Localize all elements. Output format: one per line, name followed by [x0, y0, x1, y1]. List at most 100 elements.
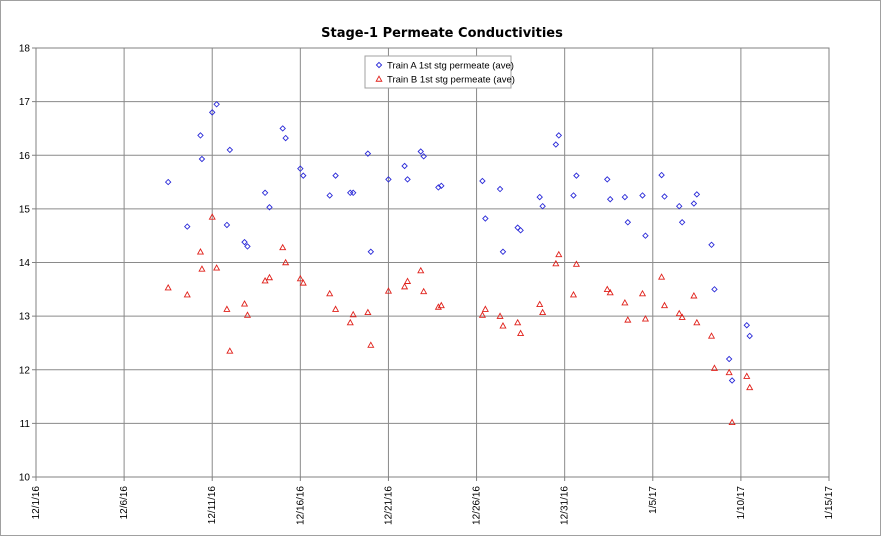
x-tick-label: 12/11/16	[207, 486, 218, 525]
data-point-train-a	[364, 150, 372, 157]
data-point-train-a	[658, 171, 665, 179]
data-point-train-a	[496, 185, 504, 193]
data-point-train-b	[478, 311, 486, 318]
data-point-train-b	[420, 287, 428, 295]
data-point-train-a	[349, 189, 357, 197]
data-point-train-a	[573, 172, 580, 179]
data-point-train-a	[404, 176, 411, 183]
data-point-train-b	[240, 300, 249, 307]
data-point-train-a	[326, 192, 333, 199]
data-point-train-a	[678, 219, 686, 226]
data-point-train-a	[728, 377, 736, 384]
data-point-train-a	[708, 241, 715, 249]
data-point-train-a	[184, 223, 191, 230]
data-point-train-b	[693, 318, 701, 326]
data-point-train-b	[282, 258, 290, 266]
data-point-train-a	[367, 248, 375, 256]
data-point-train-b	[481, 305, 489, 312]
data-point-train-a	[552, 141, 560, 148]
data-point-train-b	[624, 316, 632, 323]
data-point-train-b	[223, 305, 231, 312]
x-tick-label: 12/21/16	[383, 486, 394, 525]
data-point-train-b	[658, 273, 666, 280]
data-point-train-a	[208, 109, 216, 116]
data-point-train-b	[675, 309, 683, 317]
data-point-train-a	[746, 332, 753, 340]
data-point-train-a	[297, 165, 304, 172]
data-point-train-b	[743, 372, 751, 379]
data-point-train-b	[299, 279, 307, 286]
legend-label: Train B 1st stg permeate (ave)	[387, 75, 515, 86]
data-point-train-b	[332, 305, 340, 312]
data-point-train-a	[482, 215, 489, 222]
data-point-train-b	[572, 260, 580, 267]
data-point-train-a	[282, 134, 289, 142]
data-point-train-b	[690, 292, 698, 299]
y-tick-label: 10	[19, 473, 31, 484]
legend-entry-train-a: Train A 1st stg permeate (ave)	[375, 61, 514, 72]
x-tick-label: 12/1/16	[31, 486, 42, 520]
legend-entry-train-b: Train B 1st stg permeate (ave)	[375, 75, 515, 86]
data-point-train-a	[279, 125, 286, 132]
chart-title: Stage-1 Permeate Conductivities	[321, 26, 563, 41]
data-point-train-a	[226, 146, 234, 154]
data-point-train-a	[725, 355, 733, 363]
data-point-train-b	[326, 289, 334, 297]
data-point-train-b	[725, 368, 733, 376]
y-tick-label: 14	[19, 258, 31, 269]
x-tick-label: 12/6/16	[119, 486, 130, 520]
y-tick-label: 18	[19, 44, 31, 55]
data-point-train-a	[479, 177, 486, 185]
data-point-train-b	[403, 277, 412, 284]
data-point-train-a	[499, 248, 507, 256]
data-point-train-a	[690, 200, 698, 207]
data-point-train-a	[401, 162, 408, 170]
x-axis-ticks: 12/1/16 12/6/16 12/11/16 12/16/16 12/21/16 12…	[31, 477, 835, 525]
data-point-train-b	[226, 347, 234, 354]
data-point-train-a	[266, 204, 273, 211]
data-point-train-a	[675, 202, 683, 210]
data-point-train-b	[536, 300, 544, 308]
data-point-train-b	[514, 318, 522, 326]
legend-box	[364, 55, 512, 89]
data-point-train-a	[606, 195, 614, 203]
data-point-train-b	[346, 318, 354, 326]
data-point-train-a	[711, 286, 718, 293]
data-point-train-b	[196, 248, 205, 255]
data-point-train-b	[198, 265, 206, 272]
data-point-train-a	[223, 221, 231, 229]
data-point-train-b	[367, 341, 375, 348]
data-point-train-a	[438, 182, 445, 190]
data-point-train-a	[639, 192, 646, 199]
data-point-train-b	[164, 283, 172, 291]
data-point-train-a	[642, 232, 649, 239]
legend-label: Train A 1st stg permeate (ave)	[387, 61, 514, 72]
data-point-train-b	[638, 289, 647, 297]
y-tick-label: 12	[19, 365, 31, 376]
data-point-train-b	[208, 213, 216, 220]
data-point-train-b	[296, 274, 304, 282]
y-tick-label: 11	[20, 419, 31, 430]
data-point-train-b	[552, 259, 560, 267]
x-tick-label: 1/10/17	[736, 486, 747, 520]
series-train-a	[164, 101, 753, 384]
data-point-train-a	[241, 238, 248, 246]
data-point-train-a	[213, 101, 220, 108]
data-point-train-b	[417, 266, 425, 274]
data-point-train-a	[197, 132, 204, 139]
data-point-train-b	[710, 364, 719, 371]
data-point-train-b	[678, 313, 686, 320]
data-point-train-a	[624, 219, 632, 226]
data-point-train-a	[164, 178, 172, 186]
data-point-train-b	[261, 277, 269, 284]
data-point-train-b	[707, 332, 716, 339]
data-point-train-a	[743, 322, 750, 329]
data-point-train-b	[728, 418, 736, 425]
data-point-train-b	[364, 308, 372, 316]
y-tick-label: 17	[19, 97, 31, 108]
data-point-train-b	[641, 315, 649, 322]
x-tick-label: 1/5/17	[648, 486, 659, 514]
data-point-train-b	[660, 301, 669, 309]
